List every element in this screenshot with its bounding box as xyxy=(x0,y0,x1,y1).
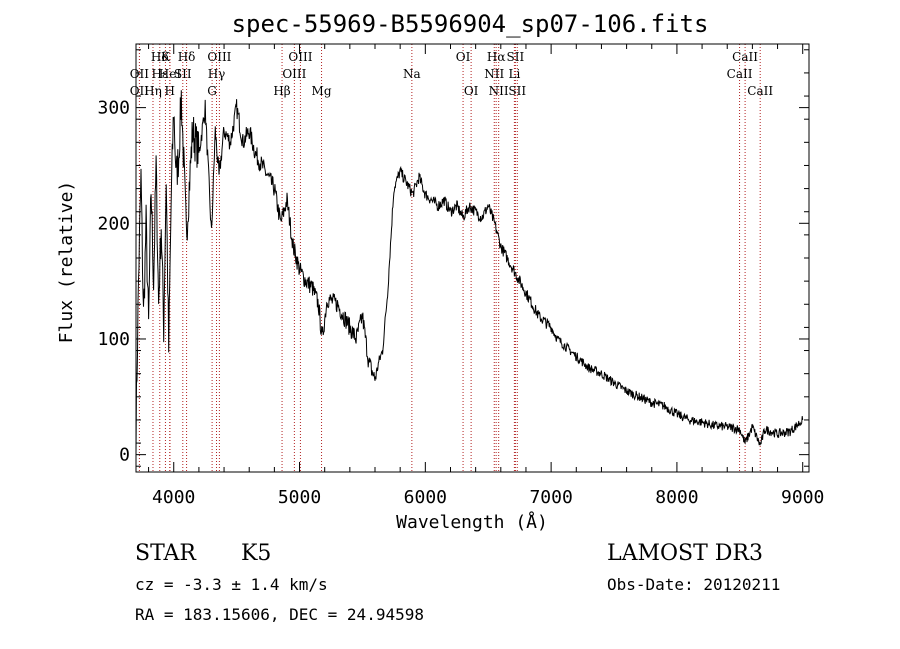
line-annotation: SII xyxy=(507,50,525,64)
line-annotation: CaII xyxy=(747,84,773,98)
x-tick-label: 9000 xyxy=(781,487,824,508)
y-axis-label: Flux (relative) xyxy=(56,181,77,344)
line-annotation: NII xyxy=(489,84,509,98)
line-annotation: Hε xyxy=(152,67,169,81)
line-annotation: Hγ xyxy=(208,67,226,81)
line-annotation: OIII xyxy=(282,67,306,81)
chart-title: spec-55969-B5596904_sp07-106.fits xyxy=(232,10,709,38)
x-tick-label: 5000 xyxy=(278,487,321,508)
line-annotation: SII xyxy=(508,84,526,98)
line-annotation: NII xyxy=(484,67,504,81)
line-annotation: CaII xyxy=(727,67,753,81)
line-annotation: OIII xyxy=(207,50,231,64)
y-tick-label: 100 xyxy=(97,329,130,350)
line-annotation: Hδ xyxy=(178,50,196,64)
line-annotation: OII xyxy=(130,84,150,98)
y-tick-label: 200 xyxy=(97,213,130,234)
survey-name: LAMOST DR3 xyxy=(607,541,763,566)
spectrum-line xyxy=(135,90,804,454)
line-annotation: OI xyxy=(456,50,471,64)
object-subclass: K5 xyxy=(241,541,271,566)
line-annotation: OIII xyxy=(288,50,312,64)
y-tick-label: 300 xyxy=(97,98,130,119)
line-annotation: Hβ xyxy=(273,84,290,98)
line-annotation: Hη xyxy=(144,84,162,98)
x-tick-label: 4000 xyxy=(152,487,195,508)
coordinates: RA = 183.15606, DEC = 24.94598 xyxy=(135,605,424,624)
y-axis-ticks: 0 100 200 300 xyxy=(97,49,809,467)
x-axis-label: Wavelength (Å) xyxy=(396,511,548,533)
y-tick-label: 0 xyxy=(119,445,130,466)
x-tick-label: 8000 xyxy=(655,487,698,508)
line-annotation: OII xyxy=(130,67,150,81)
x-axis-ticks: 4000 5000 6000 7000 8000 9000 xyxy=(148,44,824,508)
line-annotation: Hα xyxy=(487,50,506,64)
line-annotation: HeI xyxy=(159,67,182,81)
line-annotation: K xyxy=(161,50,171,64)
line-annotation: Li xyxy=(508,67,520,81)
spectrum-series xyxy=(135,90,804,454)
line-annotation: H xyxy=(164,84,174,98)
line-annotation: OI xyxy=(464,84,479,98)
x-tick-label: 7000 xyxy=(529,487,572,508)
line-annotation: Na xyxy=(403,67,421,81)
line-annotation: Mg xyxy=(312,84,332,98)
info-panel: STAR K5 LAMOST DR3 cz = -3.3 ± 1.4 km/s … xyxy=(135,541,780,624)
line-annotation: G xyxy=(207,84,217,98)
line-annotation: SII xyxy=(174,67,192,81)
line-annotation: CaII xyxy=(732,50,758,64)
object-class: STAR xyxy=(135,541,197,566)
redshift-value: cz = -3.3 ± 1.4 km/s xyxy=(135,575,328,594)
line-annotation: Hδ xyxy=(151,50,169,64)
x-tick-label: 6000 xyxy=(404,487,447,508)
obs-date: Obs-Date: 20120211 xyxy=(607,575,780,594)
